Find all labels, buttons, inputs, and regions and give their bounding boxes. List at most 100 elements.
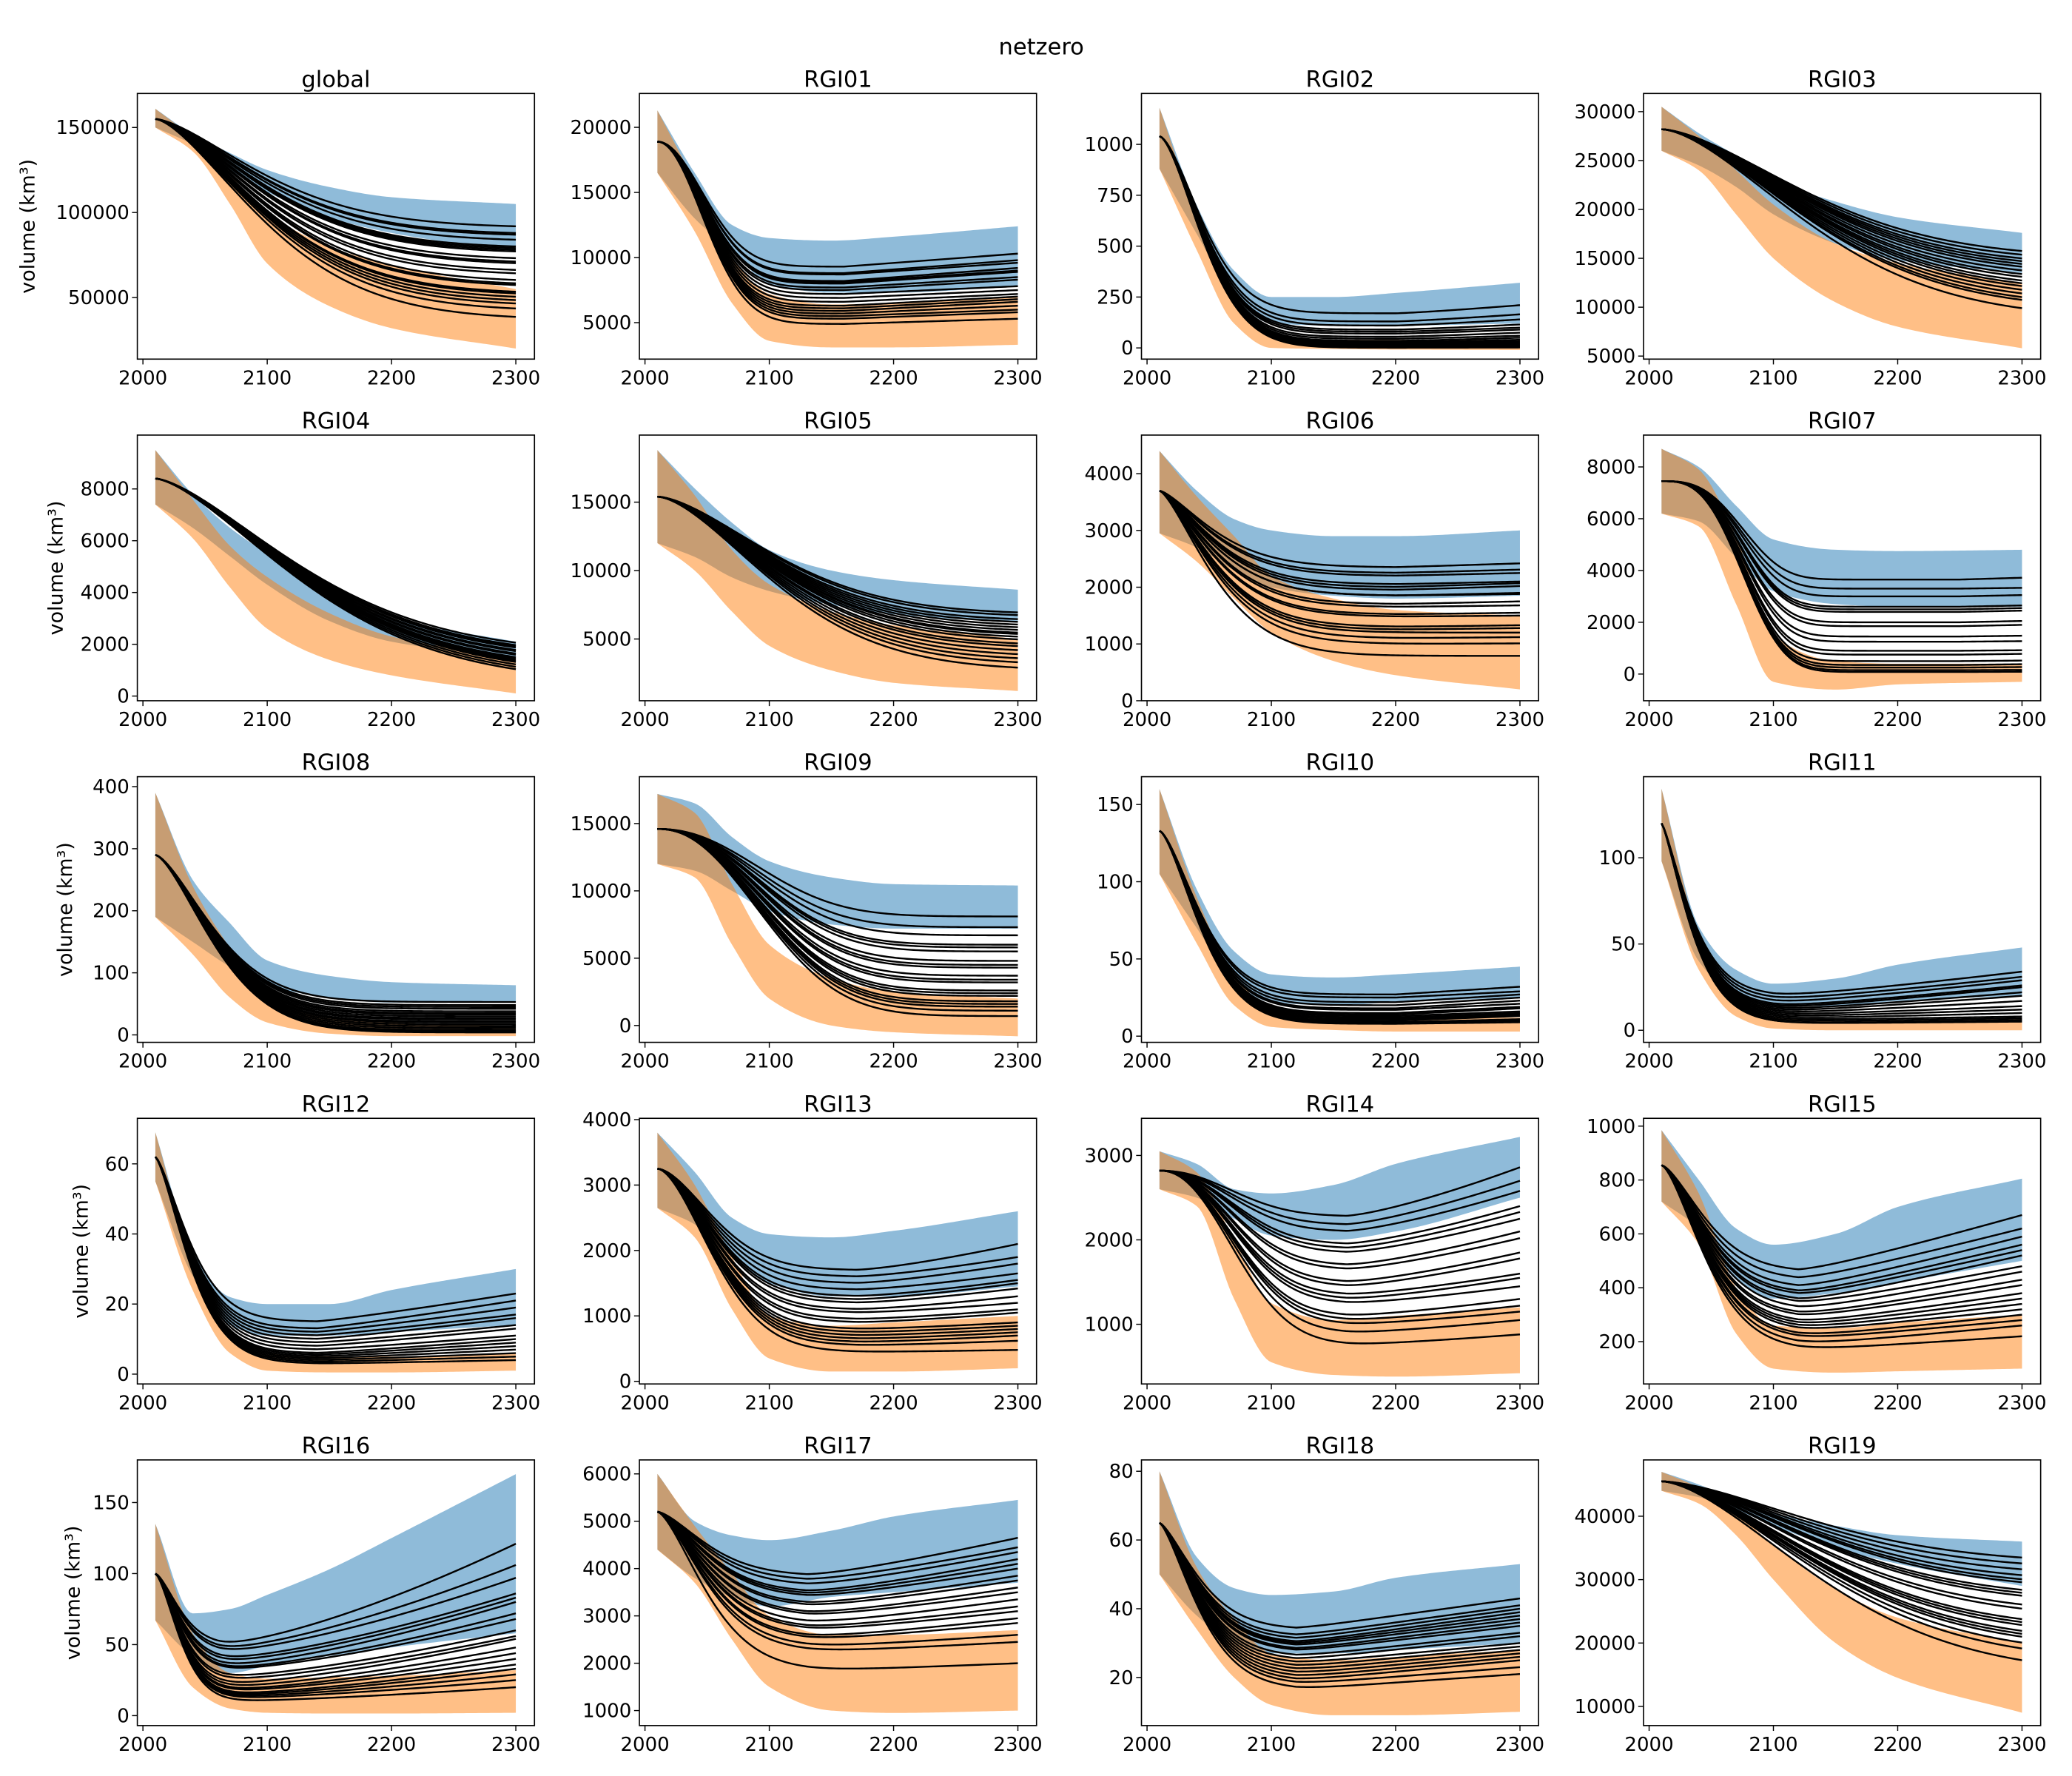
y-tick-label: 80 (1109, 1461, 1134, 1483)
x-tick-label: 2000 (118, 367, 167, 389)
member-line (154, 1156, 517, 1340)
y-tick-label: 1000 (1085, 1314, 1134, 1336)
y-axis-label: volume (km³) (44, 501, 67, 636)
x-tick-label: 2200 (1371, 709, 1420, 731)
x-tick-label: 2100 (243, 709, 292, 731)
member-line (1159, 489, 1521, 568)
y-tick-label: 150 (1097, 794, 1134, 816)
band-low-range (155, 450, 517, 694)
y-tick-label: 6000 (81, 531, 130, 553)
x-tick-label: 2300 (1997, 1051, 2046, 1073)
y-tick-label: 150000 (56, 117, 130, 139)
panel-rgi12: RGI12 2000 2100 2200 2300 0 20 40 60 volume (km³) (70, 1092, 540, 1414)
y-tick-label: 0 (619, 1015, 632, 1037)
y-tick-label: 3000 (1085, 1145, 1134, 1167)
member-line (657, 1510, 1018, 1615)
x-tick-label: 2300 (1496, 1392, 1544, 1414)
member-line (1661, 823, 2022, 1017)
member-line (1661, 822, 2022, 998)
member-line (1159, 1521, 1521, 1669)
member-line (657, 1510, 1018, 1596)
plot-area (656, 1473, 1018, 1713)
x-tick-label: 2200 (1873, 1734, 1922, 1756)
member-line (1159, 830, 1520, 1025)
member-line (1159, 1169, 1521, 1232)
member-line (1661, 1480, 2022, 1610)
band-low-range (657, 1473, 1018, 1713)
band-low-range (1661, 1130, 2022, 1373)
member-line (1159, 1521, 1521, 1639)
panel-rgi11: RGI11 2000 2100 2200 2300 0 50 100 (1599, 750, 2047, 1073)
axes-frame (639, 1117, 1037, 1385)
x-tick-label: 2300 (491, 1051, 540, 1073)
member-line (657, 1510, 1018, 1612)
member-line (1159, 135, 1521, 314)
member-line (1661, 1480, 2022, 1661)
y-tick-label: 4000 (81, 582, 130, 605)
member-line (1661, 823, 2022, 1022)
member-line (1159, 1521, 1521, 1683)
member-line (1661, 1164, 2022, 1321)
panel-rgi08: RGI08 2000 2100 2200 2300 0 100 200 300 400 volume… (54, 750, 540, 1073)
member-line (155, 1572, 517, 1698)
y-tick-label: 10000 (1574, 297, 1635, 319)
member-line (657, 1510, 1018, 1575)
y-tick-label: 2000 (1085, 1229, 1134, 1251)
member-line (1661, 1164, 2022, 1334)
member-line (155, 854, 517, 1034)
axes-frame (639, 1459, 1037, 1726)
band-high-range (155, 108, 517, 252)
y-tick-label: 0 (1121, 1026, 1134, 1048)
panel-title: RGI07 (1808, 408, 1877, 434)
member-line (657, 827, 1018, 969)
y-tick-label: 10000 (1574, 1696, 1635, 1718)
panel-rgi09: RGI09 2000 2100 2200 2300 0 5000 10000 15000 (571, 750, 1043, 1073)
member-line (657, 141, 1018, 276)
x-tick-label: 2200 (869, 1051, 918, 1073)
x-tick-label: 2300 (1496, 1734, 1544, 1756)
member-line (155, 1572, 517, 1669)
band-high-range (1661, 1130, 2022, 1299)
member-line (1159, 490, 1520, 657)
x-tick-label: 2000 (1624, 1734, 1673, 1756)
y-tick-label: 100 (92, 1563, 130, 1585)
y-tick-label: 50 (1109, 949, 1134, 971)
x-tick-label: 2000 (1123, 1392, 1171, 1414)
member-line (656, 1510, 1018, 1627)
x-tick-label: 2300 (993, 1051, 1042, 1073)
y-tick-label: 30000 (1574, 101, 1635, 124)
y-tick-label: 5000 (582, 948, 631, 970)
member-line (155, 854, 517, 1003)
member-line (155, 118, 517, 310)
member-line (1159, 490, 1520, 608)
member-line (657, 1168, 1018, 1300)
panel-title: RGI10 (1306, 750, 1375, 776)
member-line (1661, 128, 2022, 309)
member-line (657, 827, 1018, 918)
member-line (1159, 1169, 1521, 1286)
y-tick-label: 2000 (1587, 612, 1635, 634)
member-line (1159, 830, 1521, 996)
axes-frame (1643, 776, 2042, 1043)
member-line (657, 1168, 1018, 1346)
y-tick-label: 50000 (68, 287, 130, 309)
axes-frame (1643, 1459, 2042, 1726)
member-line (1159, 1169, 1521, 1303)
band-low-range (1159, 1471, 1520, 1715)
y-tick-label: 500 (1097, 236, 1134, 258)
y-tick-label: 20000 (1574, 199, 1635, 221)
band-high-range (155, 1132, 517, 1336)
x-tick-label: 2300 (1997, 1734, 2046, 1756)
member-line (657, 1510, 1018, 1584)
band-low-range (155, 1524, 517, 1714)
panel-rgi05: RGI05 2000 2100 2200 2300 5000 10000 15000 (571, 408, 1043, 731)
y-tick-label: 60 (105, 1154, 130, 1176)
member-line (657, 1510, 1018, 1592)
y-tick-label: 4000 (1587, 560, 1635, 582)
panel-rgi14: RGI14 2000 2100 2200 2300 1000 2000 3000 (1085, 1092, 1545, 1414)
x-tick-label: 2100 (243, 367, 292, 389)
member-line (1661, 480, 2022, 598)
y-tick-label: 3000 (1085, 520, 1134, 542)
member-line (155, 118, 517, 275)
axes-frame (1643, 92, 2042, 360)
